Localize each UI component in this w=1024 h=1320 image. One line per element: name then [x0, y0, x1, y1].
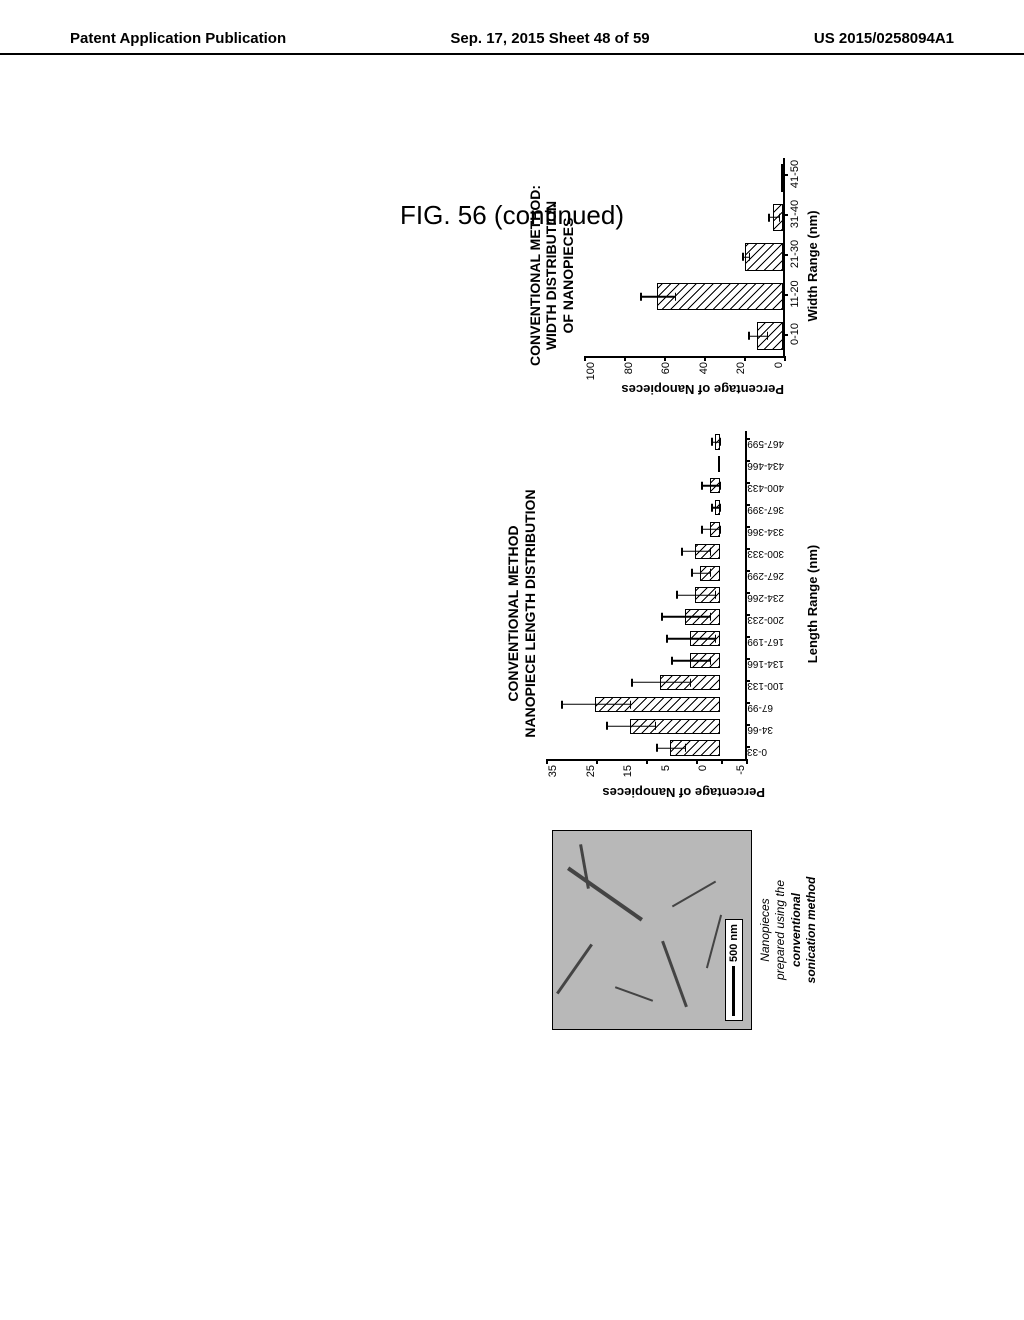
- bar: [710, 478, 720, 493]
- length-y-label: Percentage of Nanopieces: [547, 785, 820, 800]
- bar: [700, 566, 720, 581]
- y-tick: 15: [622, 765, 634, 777]
- bar: [718, 456, 720, 471]
- bar: [715, 434, 720, 449]
- length-x-ticks: 0-3334-6667-99100-133134-166167-199200-2…: [747, 427, 801, 757]
- tem-image: 500 nm: [552, 830, 752, 1030]
- figure-content: 500 nm Nanopieces prepared using the con…: [200, 190, 820, 1030]
- width-chart: CONVENTIONAL METHOD: WIDTH DISTRIBUTION …: [527, 154, 820, 397]
- tem-caption: Nanopieces prepared using the convention…: [758, 830, 820, 1030]
- bar: [695, 587, 720, 602]
- x-tick: 434-466: [747, 449, 801, 471]
- tem-panel: 500 nm Nanopieces prepared using the con…: [552, 830, 820, 1030]
- bar: [773, 204, 783, 232]
- bar: [710, 522, 720, 537]
- bar: [657, 283, 783, 311]
- bar: [690, 631, 720, 646]
- x-tick: 367-399: [747, 493, 801, 515]
- scalebar: 500 nm: [725, 919, 743, 1021]
- bar: [685, 609, 720, 624]
- y-tick: 25: [585, 765, 597, 777]
- y-tick: 0: [773, 362, 785, 368]
- bar: [670, 740, 720, 755]
- bar: [695, 544, 720, 559]
- bar: [690, 653, 720, 668]
- x-tick: 467-599: [747, 427, 801, 449]
- bar: [757, 322, 783, 350]
- length-chart-title: CONVENTIONAL METHOD NANOPIECE LENGTH DIS…: [505, 489, 539, 737]
- y-tick: 35: [547, 765, 559, 777]
- bar: [660, 675, 720, 690]
- length-x-label: Length Range (nm): [805, 427, 820, 781]
- header-center: Sep. 17, 2015 Sheet 48 of 59: [450, 30, 649, 47]
- y-tick: 60: [660, 362, 672, 374]
- y-tick: 40: [698, 362, 710, 374]
- bar: [595, 697, 720, 712]
- x-tick: 234-266: [747, 581, 801, 603]
- x-tick: 200-233: [747, 603, 801, 625]
- width-y-label: Percentage of Nanopieces: [585, 382, 820, 397]
- width-chart-title: CONVENTIONAL METHOD: WIDTH DISTRIBUTION …: [527, 185, 577, 366]
- length-y-ticks: 35 25 15 5 0 -5: [547, 761, 747, 781]
- x-tick: 400-433: [747, 471, 801, 493]
- y-tick: 20: [735, 362, 747, 374]
- bar: [745, 243, 783, 271]
- page-header: Patent Application Publication Sep. 17, …: [0, 30, 1024, 55]
- bar: [715, 500, 720, 515]
- x-tick: 0-33: [747, 735, 801, 757]
- length-chart: CONVENTIONAL METHOD NANOPIECE LENGTH DIS…: [505, 427, 820, 800]
- width-y-ticks: 100 80 60 40 20 0: [585, 358, 785, 378]
- length-plot: [547, 431, 747, 761]
- width-x-label: Width Range (nm): [805, 154, 820, 378]
- x-tick: 34-66: [747, 713, 801, 735]
- y-tick: 80: [623, 362, 635, 374]
- header-right: US 2015/0258094A1: [814, 30, 954, 47]
- x-tick: 67-99: [747, 691, 801, 713]
- y-tick: 0: [697, 765, 709, 771]
- width-plot: [585, 158, 785, 358]
- y-tick: 5: [660, 765, 672, 771]
- bar: [781, 164, 783, 192]
- y-tick: 100: [585, 362, 597, 380]
- x-tick: 100-133: [747, 669, 801, 691]
- x-tick: 134-166: [747, 647, 801, 669]
- x-tick: 334-366: [747, 515, 801, 537]
- bar: [630, 719, 720, 734]
- header-left: Patent Application Publication: [70, 30, 286, 47]
- x-tick: 267-299: [747, 559, 801, 581]
- y-tick: -5: [735, 765, 747, 775]
- x-tick: 167-199: [747, 625, 801, 647]
- x-tick: 300-333: [747, 537, 801, 559]
